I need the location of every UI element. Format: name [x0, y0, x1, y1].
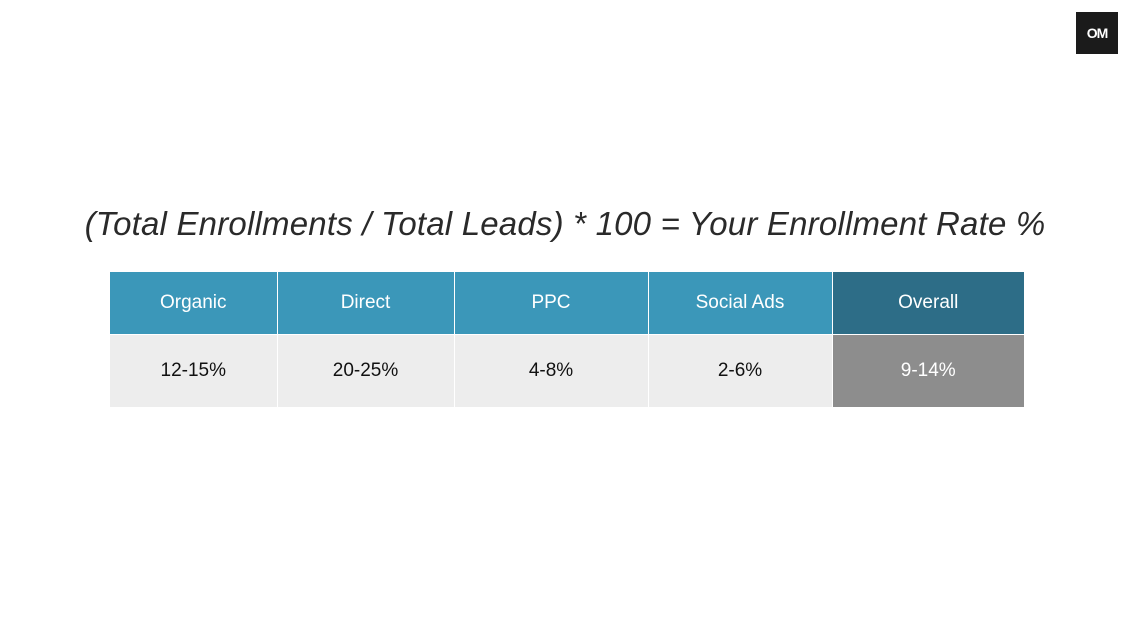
value-social-ads: 2-6%: [648, 334, 833, 407]
header-overall: Overall: [832, 272, 1024, 335]
header-direct: Direct: [277, 272, 455, 335]
header-ppc: PPC: [454, 272, 649, 335]
table-row: 12-15% 20-25% 4-8% 2-6% 9-14%: [110, 334, 1024, 407]
enrollment-rate-formula: (Total Enrollments / Total Leads) * 100 …: [84, 205, 1046, 242]
value-ppc: 4-8%: [454, 334, 649, 407]
table-header-row: Organic Direct PPC Social Ads Overall: [110, 272, 1024, 335]
header-organic: Organic: [110, 272, 278, 335]
value-organic: 12-15%: [110, 334, 278, 407]
value-overall: 9-14%: [832, 334, 1024, 407]
header-social-ads: Social Ads: [648, 272, 833, 335]
brand-logo: OM: [1076, 12, 1118, 54]
enrollment-rate-table: Organic Direct PPC Social Ads Overall 12…: [110, 272, 1024, 407]
value-direct: 20-25%: [277, 334, 455, 407]
